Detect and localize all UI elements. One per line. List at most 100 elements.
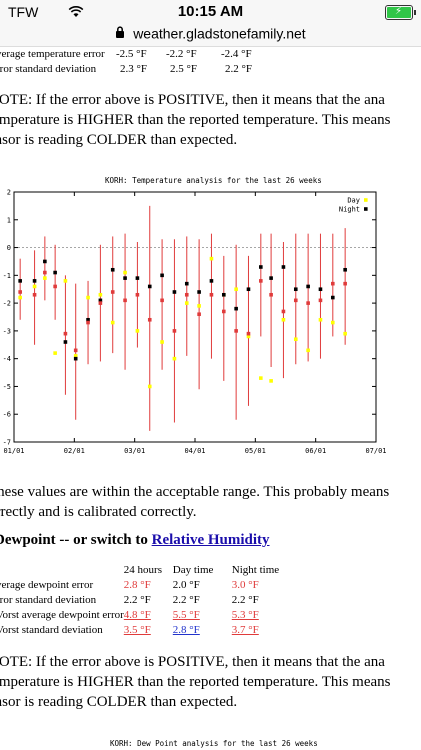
data-point-average [246, 331, 251, 336]
x-tick-label: 03/01 [124, 447, 145, 455]
y-tick-label: -6 [3, 411, 11, 419]
note-line: orrectly and is calibrated correctly. [0, 504, 197, 520]
data-point-average [209, 292, 214, 297]
data-point-average [306, 301, 310, 305]
data-point-day [259, 376, 263, 380]
data-point-day [209, 256, 214, 261]
legend-swatch [364, 198, 368, 202]
data-point-night [331, 295, 335, 300]
legend-label: Day [347, 197, 360, 205]
row-label: Vorst average dewpoint error [0, 609, 124, 621]
data-point-night [32, 279, 37, 283]
data-point-night [123, 276, 127, 280]
column-header: Day time [172, 564, 214, 576]
table-row: verage dewpoint error 2.8 °F 2.0 °F 3.0 … [0, 579, 279, 594]
x-tick-label: 06/01 [305, 447, 326, 455]
cell-night-link[interactable]: 3.7 °F [231, 624, 259, 636]
data-point-day [234, 287, 238, 292]
dewpoint-chart-title: KORH: Dew Point analysis for the last 26… [110, 739, 318, 748]
data-point-average [197, 312, 201, 317]
dewpoint-heading: Dewpoint -- or switch to Relative Humidi… [0, 532, 270, 548]
dewpoint-table: 24 hours Day time Night time verage dewp… [0, 564, 279, 639]
chart-title: KORH: Temperature analysis for the last … [105, 176, 322, 185]
table-row: Vorst standard deviation 3.5 °F 2.8 °F 3… [0, 624, 279, 639]
data-point-day [197, 304, 201, 308]
wifi-icon [68, 6, 84, 17]
data-point-day [293, 337, 298, 342]
data-point-day [269, 379, 273, 383]
table-row: rror standard deviation 2.3 °F 2.5 °F 2.… [0, 63, 252, 78]
data-point-average [53, 284, 57, 289]
address-bar[interactable]: weather.gladstonefamily.net [0, 24, 421, 47]
data-point-night [259, 265, 263, 269]
legend-swatch [364, 207, 368, 211]
data-point-average [318, 298, 323, 303]
url-text[interactable]: weather.gladstonefamily.net [133, 25, 306, 42]
cell-day-link[interactable]: 2.8 °F [172, 624, 200, 636]
data-point-average [135, 292, 140, 297]
lock-icon [116, 26, 125, 38]
data-point-day [110, 320, 115, 325]
acceptable-paragraph: These values are within the acceptable r… [0, 482, 421, 522]
cell-24h-link[interactable]: 4.8 °F [123, 609, 151, 621]
data-point-day [160, 340, 164, 344]
cell-24h: 2.3 °F [120, 63, 148, 75]
cell-day: 2.0 °F [172, 579, 200, 591]
data-point-day [343, 331, 347, 336]
data-point-night [135, 276, 140, 280]
data-point-day [53, 351, 57, 355]
y-tick-label: -4 [3, 355, 11, 363]
temperature-chart: 2 1 0 -1 -2 -3 -4 -5 -6 -701/01 02/01 03/01 04/01 05/… [3, 189, 387, 456]
data-point-day [63, 279, 68, 283]
x-tick-label: 07/01 [365, 447, 386, 455]
data-point-day [18, 295, 22, 300]
data-point-night [184, 281, 189, 286]
cell-24h: 2.8 °F [123, 579, 151, 591]
table-row: verage temperature error -2.5 °F -2.2 °F… [0, 48, 252, 63]
data-point-night [246, 287, 251, 292]
cell-day-link[interactable]: 5.5 °F [172, 609, 200, 621]
data-point-night [98, 298, 103, 303]
data-point-day [331, 320, 335, 325]
temperature-table: verage temperature error -2.5 °F -2.2 °F… [0, 48, 252, 78]
data-point-day [123, 270, 127, 275]
row-label: rror standard deviation [0, 63, 97, 75]
data-point-day [318, 317, 323, 322]
data-point-day [43, 276, 47, 280]
cell-24h: -2.5 °F [116, 48, 147, 60]
relative-humidity-link[interactable]: Relative Humidity [151, 532, 270, 548]
cell-day: -2.2 °F [166, 48, 197, 60]
table-header-row: 24 hours Day time Night time [0, 564, 279, 579]
table-row: Vorst average dewpoint error 4.8 °F 5.5 … [0, 609, 279, 624]
column-header: Night time [231, 564, 280, 576]
data-point-average [172, 329, 177, 333]
carrier-label: TFW [8, 4, 39, 20]
x-tick-label: 04/01 [184, 447, 205, 455]
cell-night-link[interactable]: 5.3 °F [231, 609, 259, 621]
data-point-day [172, 356, 177, 361]
data-point-average [259, 279, 263, 283]
cell-day: 2.2 °F [172, 594, 200, 606]
data-point-day [147, 384, 152, 389]
data-point-night [306, 284, 310, 289]
clock: 10:15 AM [177, 3, 244, 20]
cell-night: -2.4 °F [221, 48, 252, 60]
data-point-day [306, 348, 310, 353]
data-point-day [184, 301, 189, 305]
cell-24h-link[interactable]: 3.5 °F [123, 624, 151, 636]
data-point-day [98, 292, 103, 297]
cell-night: 2.2 °F [231, 594, 259, 606]
x-tick-label: 05/01 [245, 447, 266, 455]
note-line: NOTE: If the error above is POSITIVE, th… [0, 654, 385, 670]
data-point-average [234, 329, 238, 333]
legend-label: Night [339, 206, 360, 214]
y-tick-label: -7 [3, 439, 11, 447]
data-point-average [331, 281, 335, 286]
data-point-average [343, 281, 347, 286]
data-point-night [160, 273, 164, 278]
data-point-day [246, 334, 251, 339]
data-point-average [147, 317, 152, 322]
row-label: Vorst standard deviation [0, 624, 103, 636]
data-point-average [86, 320, 90, 325]
data-point-night [281, 265, 286, 269]
